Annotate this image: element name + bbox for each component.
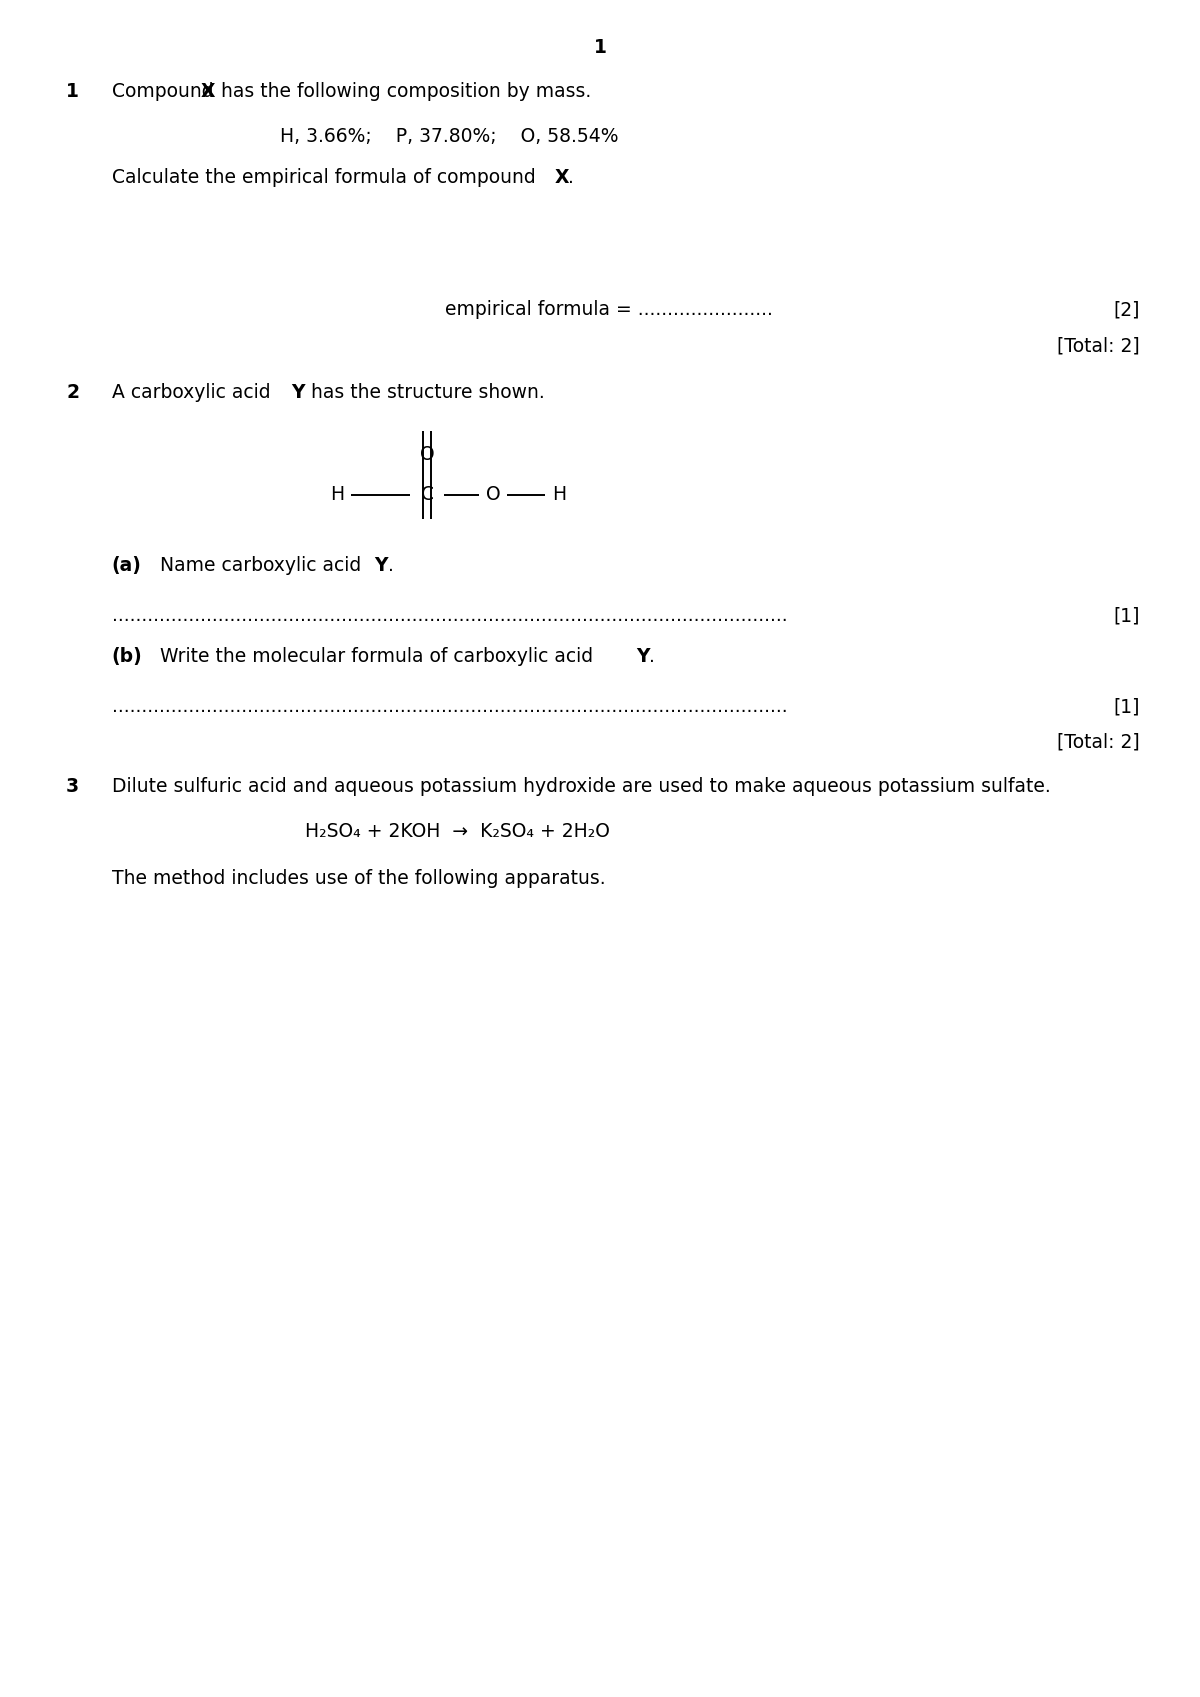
Text: [Total: 2]: [Total: 2] [1057, 733, 1140, 752]
Text: 2: 2 [66, 384, 79, 402]
Text: ................................................................................: ........................................… [112, 606, 787, 624]
Text: Write the molecular formula of carboxylic acid: Write the molecular formula of carboxyli… [160, 647, 599, 665]
Text: 1: 1 [66, 81, 79, 102]
Text: Y: Y [636, 647, 649, 665]
Text: [1]: [1] [1114, 697, 1140, 716]
Text: Compound: Compound [112, 81, 220, 102]
Text: .: . [568, 168, 574, 187]
Text: 1: 1 [594, 37, 606, 58]
Text: H: H [552, 485, 566, 504]
Text: [1]: [1] [1114, 606, 1140, 624]
Text: Dilute sulfuric acid and aqueous potassium hydroxide are used to make aqueous po: Dilute sulfuric acid and aqueous potassi… [112, 777, 1050, 796]
Text: C: C [420, 485, 433, 504]
Text: Name carboxylic acid: Name carboxylic acid [160, 557, 367, 575]
Text: Y: Y [374, 557, 388, 575]
Text: H: H [330, 485, 344, 504]
Text: .: . [649, 647, 655, 665]
Text: The method includes use of the following apparatus.: The method includes use of the following… [112, 869, 605, 888]
Text: empirical formula = .......................: empirical formula = ....................… [445, 300, 773, 319]
Text: H, 3.66%;    P, 37.80%;    O, 58.54%: H, 3.66%; P, 37.80%; O, 58.54% [280, 127, 618, 146]
Text: [2]: [2] [1114, 300, 1140, 319]
Text: A carboxylic acid: A carboxylic acid [112, 384, 276, 402]
Text: Calculate the empirical formula of compound: Calculate the empirical formula of compo… [112, 168, 541, 187]
Text: X: X [200, 81, 216, 102]
Text: (b): (b) [112, 647, 143, 665]
Text: 3: 3 [66, 777, 79, 796]
Text: O: O [420, 446, 434, 465]
Text: has the following composition by mass.: has the following composition by mass. [215, 81, 592, 102]
Text: .: . [388, 557, 394, 575]
Text: ................................................................................: ........................................… [112, 697, 787, 716]
Text: H₂SO₄ + 2KOH  →  K₂SO₄ + 2H₂O: H₂SO₄ + 2KOH → K₂SO₄ + 2H₂O [305, 821, 610, 842]
Text: O: O [486, 485, 500, 504]
Text: (a): (a) [112, 557, 142, 575]
Text: has the structure shown.: has the structure shown. [305, 384, 545, 402]
Text: Y: Y [292, 384, 305, 402]
Text: [Total: 2]: [Total: 2] [1057, 338, 1140, 356]
Text: X: X [554, 168, 569, 187]
